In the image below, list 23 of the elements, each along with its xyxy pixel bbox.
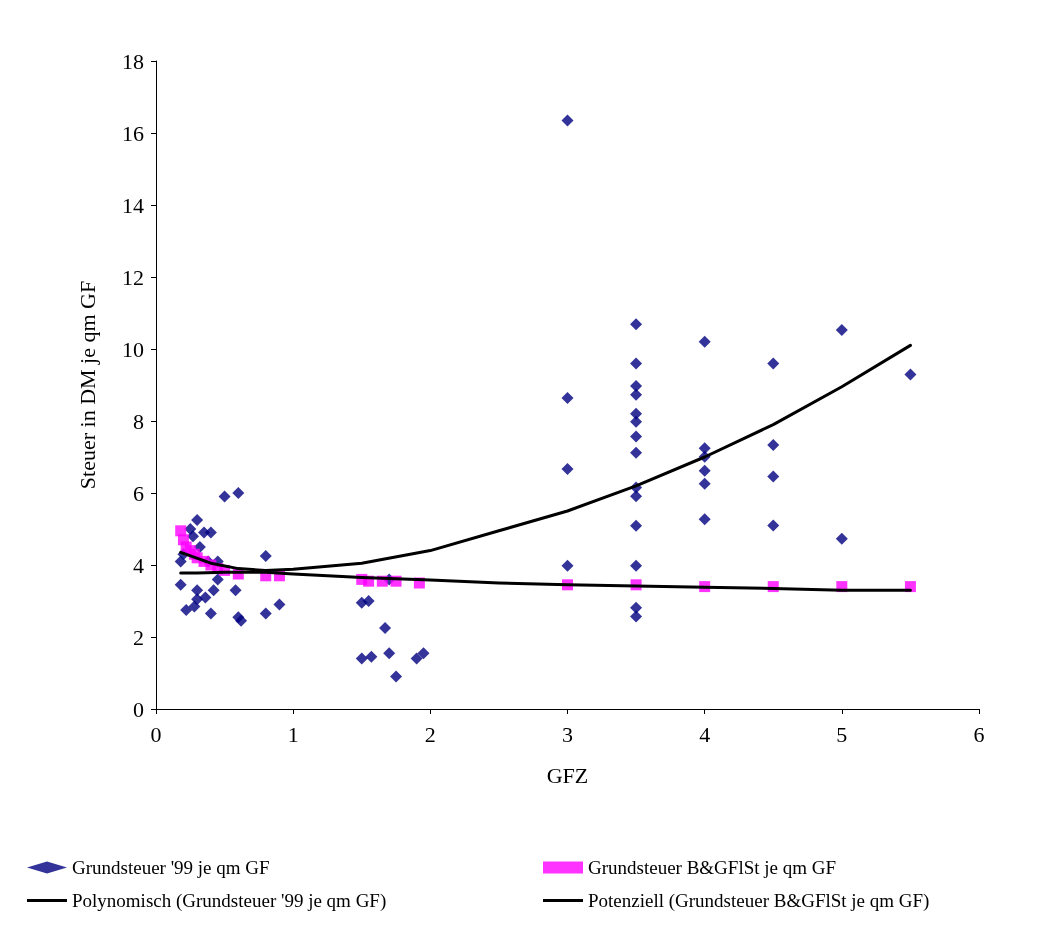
x-tick-label: 2 — [424, 721, 436, 747]
legend-label: Grundsteuer '99 je qm GF — [72, 857, 270, 878]
y-tick-label: 12 — [122, 264, 144, 290]
x-tick-label: 0 — [150, 721, 162, 747]
y-tick-label: 10 — [122, 336, 144, 362]
x-axis-title: GFZ — [546, 762, 589, 788]
legend-label: Grundsteuer B&GFlSt je qm GF — [588, 857, 837, 878]
x-tick-label: 5 — [836, 721, 848, 747]
y-tick-label: 4 — [133, 552, 144, 578]
x-tick-label: 1 — [287, 721, 299, 747]
y-tick-label: 8 — [133, 408, 144, 434]
x-tick-label: 6 — [973, 721, 985, 747]
y-tick-label: 14 — [122, 192, 144, 218]
y-tick-label: 6 — [133, 480, 144, 506]
y-tick-label: 16 — [122, 120, 144, 146]
y-axis-title: Steuer in DM je qm GF — [74, 280, 100, 490]
legend-label: Potenziell (Grundsteuer B&GFlSt je qm GF) — [588, 890, 930, 912]
x-tick-label: 3 — [562, 721, 573, 747]
y-tick-label: 18 — [122, 48, 144, 74]
y-tick-label: 2 — [133, 624, 144, 650]
legend-label: Polynomisch (Grundsteuer '99 je qm GF) — [72, 890, 387, 912]
y-tick-label: 0 — [133, 696, 144, 722]
x-tick-label: 4 — [699, 721, 711, 747]
